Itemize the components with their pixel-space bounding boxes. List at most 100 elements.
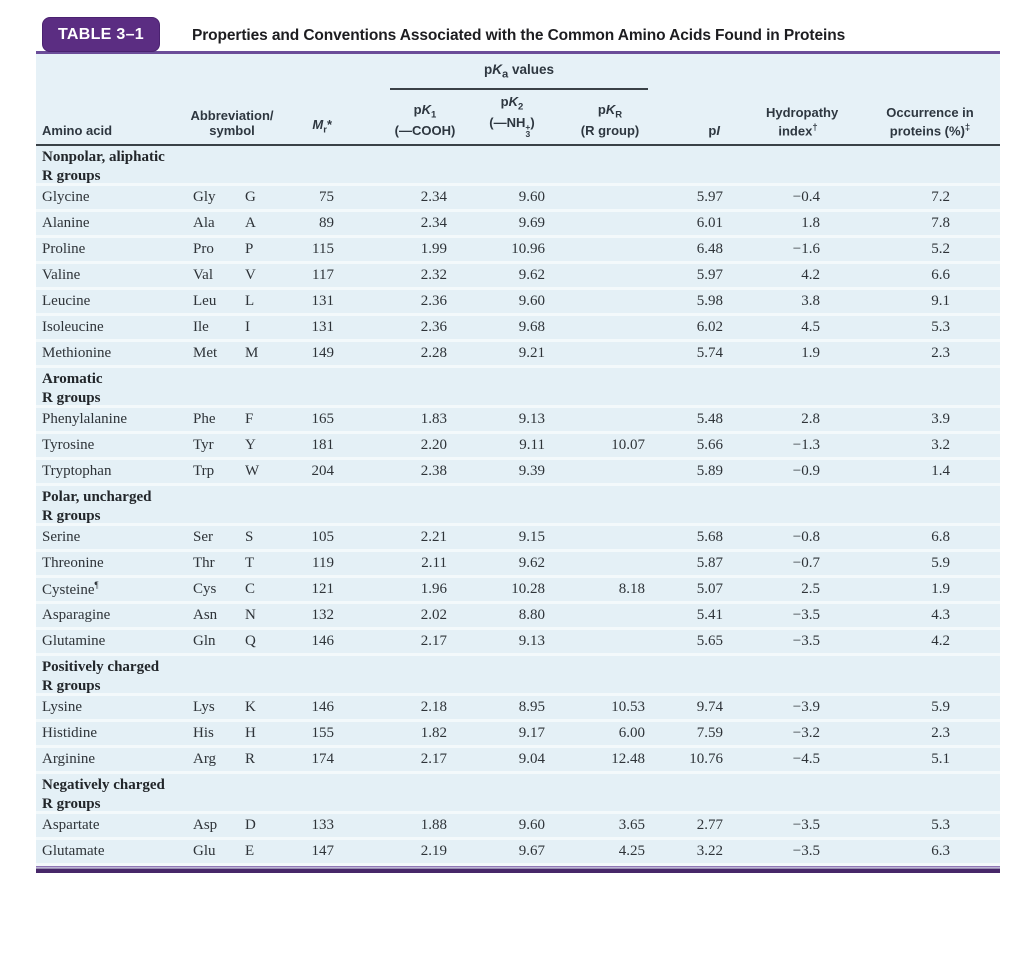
abbr-one-letter: A (245, 215, 256, 231)
pilcrow-footnote-mark: ¶ (94, 580, 99, 590)
pk2-value: 9.39 (518, 463, 545, 479)
pk1-value: 2.36 (420, 319, 447, 335)
pkr-k: K (605, 102, 616, 118)
hydropathy-value: −1.3 (792, 437, 820, 453)
table-row: Asparagine Asn N 132 2.02 8.80 5.41 −3.5 4.3 (36, 604, 1000, 630)
amino-acid-name: Leucine (42, 293, 91, 309)
occurrence-value: 1.4 (931, 463, 950, 479)
table-row: Arginine Arg R 174 2.17 9.04 12.48 10.76 −4.5 5.1 (36, 748, 1000, 774)
abbr-one-letter: H (245, 725, 256, 741)
abbreviation: Phe F (186, 411, 278, 428)
table-row: Threonine Thr T 119 2.11 9.62 5.87 −0.7 5.9 (36, 552, 1000, 578)
abbreviation: Tyr Y (186, 437, 278, 454)
amino-acid-name: Alanine (42, 215, 90, 231)
pi-value: 5.07 (696, 581, 723, 597)
hydropathy-value: 3.8 (801, 293, 820, 309)
abbr-three-letter: Cys (193, 581, 217, 597)
abbr-one-letter: V (245, 267, 256, 283)
abbr-one-letter: I (245, 319, 250, 335)
section-header-line2: R groups (42, 168, 101, 184)
abbreviation: Asp D (186, 817, 278, 834)
abbr-three-letter: Gly (193, 189, 216, 205)
hydropathy-value: 2.5 (801, 581, 820, 597)
occurrence-value: 3.9 (931, 411, 950, 427)
section-header-line1: Nonpolar, aliphatic (42, 149, 165, 165)
pkr-value: 4.25 (618, 843, 645, 859)
hydropathy-line1: Hydropathy (766, 104, 839, 120)
col-header-abbreviation-line2: symbol (209, 123, 255, 138)
hydropathy-value: −3.5 (792, 843, 820, 859)
mr-value: 131 (311, 293, 335, 309)
pka-group-rest: values (508, 62, 555, 77)
amino-acid-name: Threonine (42, 555, 104, 571)
occurrence-value: 5.3 (931, 817, 950, 833)
pk1-value: 2.32 (420, 267, 447, 283)
pi-value: 5.87 (696, 555, 723, 571)
table-row: Glutamate Glu E 147 2.19 9.67 4.25 3.22 −3.5 6.3 (36, 840, 1000, 866)
hydropathy-value: 1.8 (801, 215, 820, 231)
pi-value: 6.48 (696, 241, 723, 257)
table-3-1: TABLE 3–1 Properties and Conventions Ass… (36, 14, 1000, 873)
hydropathy-value: −3.5 (792, 633, 820, 649)
abbr-three-letter: Met (193, 345, 218, 361)
mr-value: 117 (312, 267, 334, 283)
pi-value: 5.66 (696, 437, 723, 453)
occurrence-line2: proteins (%) (889, 123, 965, 138)
mr-base: M (312, 117, 324, 133)
pk2-value: 9.13 (518, 411, 545, 427)
table-body: Nonpolar, aliphatic R groups Glycine Gly G 75… (36, 146, 1000, 866)
hydropathy-value: −3.5 (792, 817, 820, 833)
pka-group-k: K (492, 62, 502, 77)
pka-group-p: p (483, 62, 493, 77)
mr-value: 75 (319, 189, 334, 205)
section-header-line2: R groups (42, 508, 101, 524)
pk2-formula-pre: (—NH (489, 115, 526, 130)
col-header-pi: pI (660, 123, 730, 138)
occurrence-value: 2.3 (931, 725, 950, 741)
pk1-value: 2.17 (420, 751, 447, 767)
column-header-block: pKa values Amino acid Abbreviation/ symb… (36, 54, 1000, 146)
table-row: Tyrosine Tyr Y 181 2.20 9.11 10.07 5.66 −1.3 3.2 (36, 434, 1000, 460)
abbr-three-letter: Asn (193, 607, 218, 623)
hydropathy-value: −0.7 (792, 555, 820, 571)
amino-acid-name: Histidine (42, 725, 97, 741)
hydropathy-value: 4.5 (801, 319, 820, 335)
pk2-value: 10.28 (511, 581, 545, 597)
table-row: Glycine Gly G 75 2.34 9.60 5.97 −0.4 7.2 (36, 186, 1000, 212)
pk2-value: 9.11 (519, 437, 545, 453)
pkr-value: 6.00 (618, 725, 645, 741)
mr-value: 146 (311, 699, 335, 715)
pi-value: 9.74 (696, 699, 723, 715)
amino-acid-name: Glycine (42, 189, 90, 205)
pkr-p: p (597, 102, 606, 118)
hydropathy-value: −3.2 (792, 725, 820, 741)
abbr-one-letter: S (245, 529, 254, 545)
section-header-line2: R groups (42, 390, 101, 406)
table-row: Leucine Leu L 131 2.36 9.60 5.98 3.8 9.1 (36, 290, 1000, 316)
abbr-three-letter: Ile (193, 319, 209, 335)
abbr-three-letter: His (193, 725, 214, 741)
pi-value: 5.97 (696, 267, 723, 283)
occurrence-value: 4.2 (931, 633, 950, 649)
abbreviation: Gly G (186, 189, 278, 206)
table-row: Histidine His H 155 1.82 9.17 6.00 7.59 −3.2 2.3 (36, 722, 1000, 748)
pk2-value: 9.60 (518, 293, 545, 309)
abbr-three-letter: Leu (193, 293, 217, 309)
pi-value: 10.76 (689, 751, 723, 767)
amino-acid-name: Valine (42, 267, 81, 283)
pk2-value: 9.67 (518, 843, 545, 859)
pi-value: 7.59 (696, 725, 723, 741)
mr-value: 155 (311, 725, 335, 741)
col-header-pk1: pK1 (—COOH) (346, 102, 464, 138)
pk1-value: 2.28 (420, 345, 447, 361)
pi-value: 5.48 (696, 411, 723, 427)
occurrence-value: 7.2 (931, 189, 950, 205)
table-row: Phenylalanine Phe F 165 1.83 9.13 5.48 2.8 3.9 (36, 408, 1000, 434)
amino-acid-name: Tyrosine (42, 437, 95, 453)
amino-acid-name: Tryptophan (42, 463, 112, 479)
pk2-formula-post: ) (530, 115, 535, 130)
pk2-value: 9.62 (518, 555, 545, 571)
col-header-pkr: pKR (R group) (560, 102, 660, 138)
abbreviation: Leu L (186, 293, 278, 310)
